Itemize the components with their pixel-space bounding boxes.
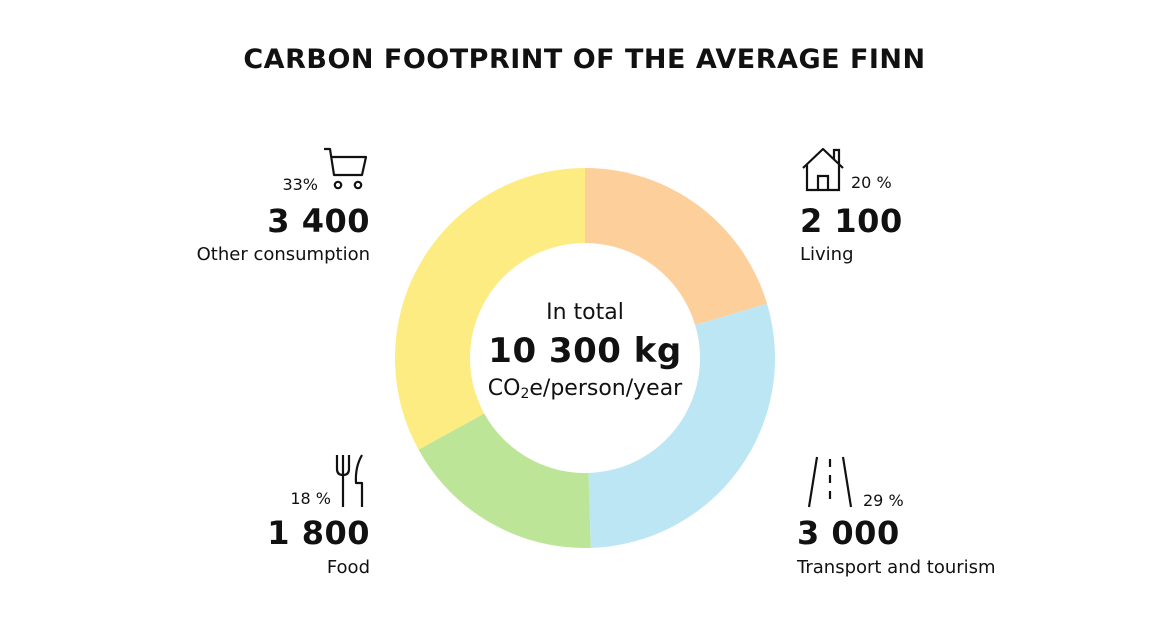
- unit-main: CO: [487, 376, 521, 401]
- total-value: 10 300 kg: [488, 331, 682, 371]
- category-transport-and-tourism: 29 % 3 000 Transport and tourism: [797, 453, 1037, 583]
- slice-name-label: Living: [800, 244, 854, 265]
- slice-value-label: 3 000: [797, 514, 900, 552]
- chart-title: CARBON FOOTPRINT OF THE AVERAGE FINN: [243, 44, 926, 75]
- fork-knife-icon: [335, 454, 364, 507]
- slice-percent-label: 33%: [282, 175, 318, 194]
- unit-subscript: 2: [520, 386, 530, 402]
- slice-name-label: Other consumption: [196, 244, 370, 265]
- slice-name-label: Transport and tourism: [797, 557, 996, 578]
- slice-living: [585, 168, 768, 326]
- shopping-cart-icon: [324, 147, 368, 190]
- total-unit: CO2e/person/year: [445, 372, 725, 406]
- slice-value-label: 1 800: [267, 514, 370, 552]
- slice-food: [418, 413, 591, 548]
- unit-rest: e/person/year: [529, 376, 683, 401]
- slice-value-label: 2 100: [800, 202, 903, 240]
- slice-transport-and-tourism: [588, 303, 776, 548]
- slice-percent-label: 18 %: [290, 489, 331, 508]
- category-other-consumption: 33% 3 400 Other consumption: [170, 145, 370, 270]
- category-food: 18 % 1 800 Food: [170, 453, 370, 583]
- total-label: In total: [546, 300, 624, 325]
- house-icon: [802, 147, 844, 192]
- slice-other-consumption: [395, 168, 585, 450]
- slice-value-label: 3 400: [267, 202, 370, 240]
- slice-percent-label: 20 %: [851, 173, 892, 192]
- slice-name-label: Food: [326, 557, 370, 578]
- road-icon: [807, 456, 853, 508]
- category-living: 20 % 2 100 Living: [800, 145, 1020, 270]
- donut-center: In total 10 300 kg CO2e/person/year: [445, 296, 725, 406]
- slice-percent-label: 29 %: [863, 491, 904, 510]
